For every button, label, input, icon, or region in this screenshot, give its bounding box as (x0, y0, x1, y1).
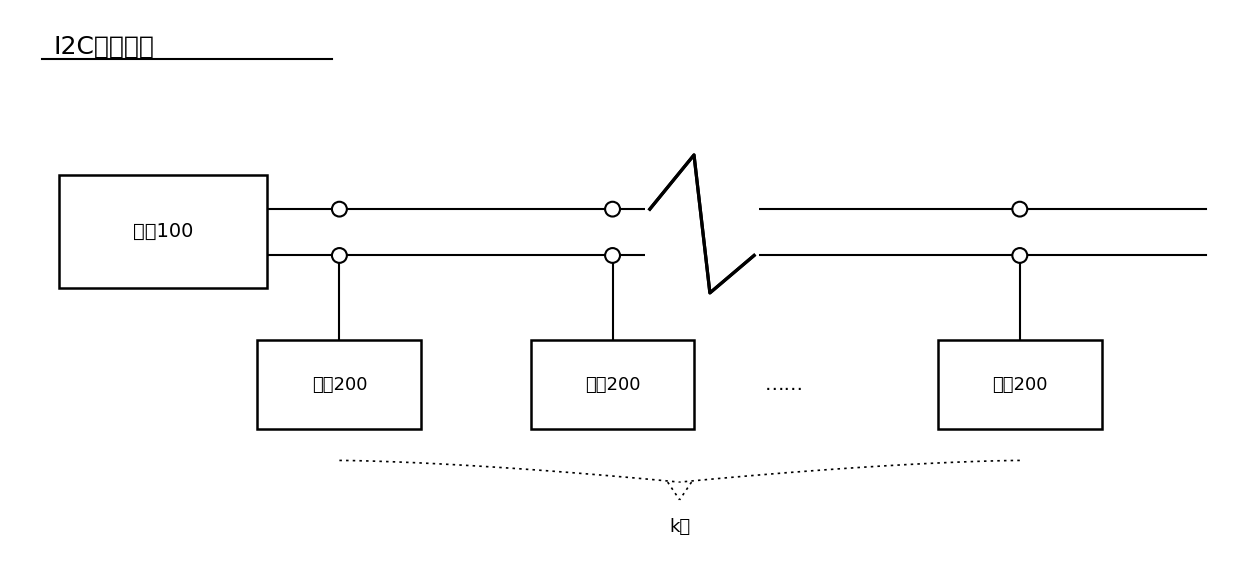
Text: I2C总线系统: I2C总线系统 (53, 35, 155, 58)
Text: 主机100: 主机100 (133, 222, 193, 241)
Circle shape (332, 202, 347, 217)
Text: ……: …… (764, 375, 804, 394)
Text: 从机200: 从机200 (311, 375, 367, 394)
Circle shape (332, 248, 347, 263)
Circle shape (605, 248, 620, 263)
Circle shape (1012, 202, 1027, 217)
Bar (531, 340, 694, 429)
Text: 从机200: 从机200 (992, 375, 1048, 394)
Circle shape (605, 202, 620, 217)
Bar (258, 340, 422, 429)
Text: 从机200: 从机200 (585, 375, 640, 394)
Bar (58, 175, 268, 288)
Text: k个: k个 (670, 517, 691, 536)
Circle shape (1012, 248, 1027, 263)
Bar (937, 340, 1102, 429)
Polygon shape (645, 150, 759, 298)
